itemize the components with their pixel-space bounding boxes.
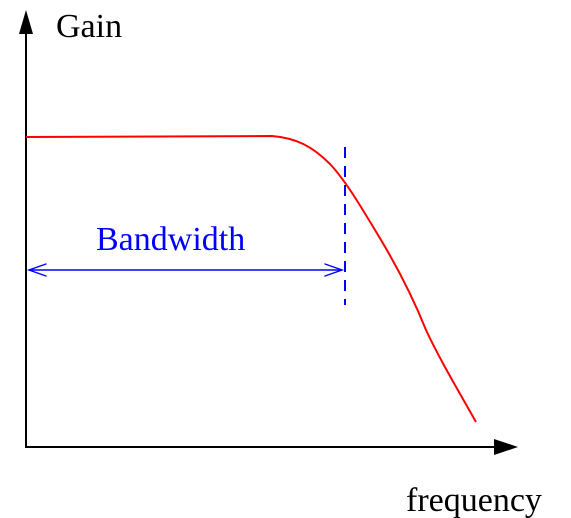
y-axis-label: Gain	[56, 8, 122, 45]
bandwidth-arrowhead-left	[26, 263, 47, 277]
x-axis-arrowhead	[494, 439, 518, 455]
bandwidth-arrowhead-right	[324, 263, 345, 277]
y-axis-arrowhead	[19, 10, 33, 34]
bandwidth-double-arrow	[26, 263, 345, 277]
bandwidth-label: Bandwidth	[96, 221, 245, 258]
gain-response-curve	[25, 135, 477, 423]
x-axis-label: frequency	[406, 482, 542, 518]
